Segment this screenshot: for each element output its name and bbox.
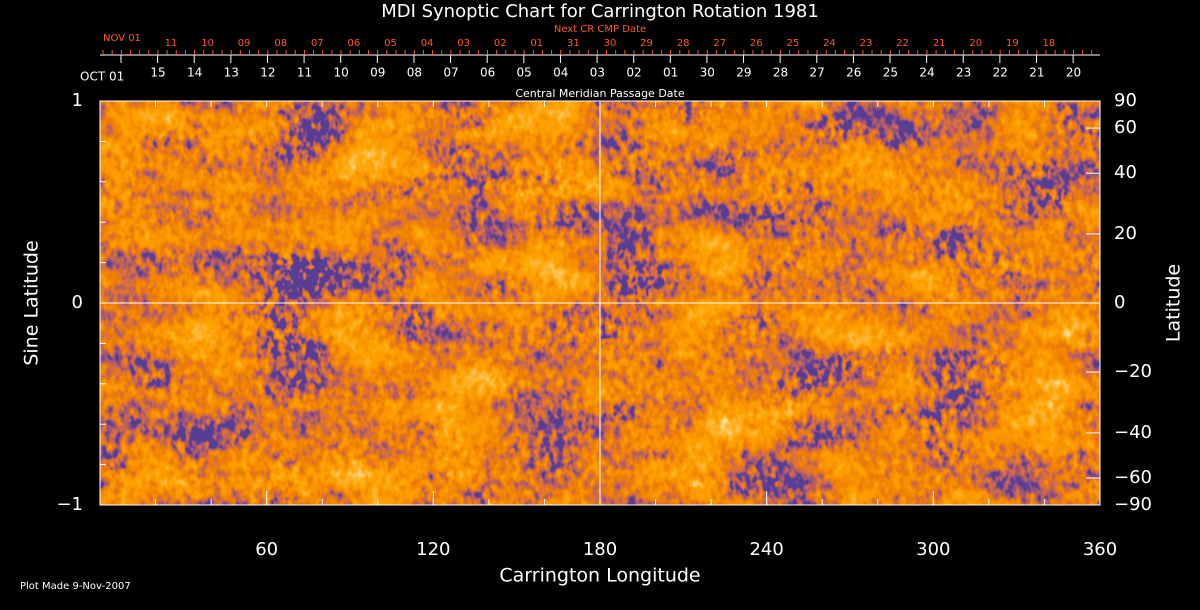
cmp-date: 20 xyxy=(1066,66,1081,80)
next-date: 22 xyxy=(896,38,909,49)
next-date: 19 xyxy=(1006,38,1019,49)
footer: Plot Made 9-Nov-2007 xyxy=(20,581,131,592)
next-date: 05 xyxy=(384,38,397,49)
cmp-date: 29 xyxy=(736,66,751,80)
next-date: 23 xyxy=(860,38,873,49)
next-date: 25 xyxy=(786,38,799,49)
cmp-date: 21 xyxy=(1029,66,1044,80)
cmp-date: 15 xyxy=(150,66,165,80)
cmp-date: 04 xyxy=(553,66,568,80)
x-tick-label: 180 xyxy=(583,539,617,560)
cmp-date: 12 xyxy=(260,66,275,80)
next-date: 28 xyxy=(677,38,690,49)
next-date: 27 xyxy=(713,38,726,49)
cmp-date: 05 xyxy=(517,66,532,80)
cmp-date: 03 xyxy=(590,66,605,80)
cmp-label: Central Meridian Passage Date xyxy=(515,87,684,100)
y-axis-label: Sine Latitude xyxy=(21,240,43,365)
next-date: 10 xyxy=(201,38,214,49)
next-date: 08 xyxy=(274,38,287,49)
x-tick-label: 120 xyxy=(416,539,450,560)
y2-tick-label: −20 xyxy=(1114,361,1152,382)
next-date: 26 xyxy=(750,38,763,49)
cmp-date: 28 xyxy=(773,66,788,80)
next-date: 11 xyxy=(165,38,178,49)
y2-tick-label: −40 xyxy=(1114,422,1152,443)
cmp-start-label: OCT 01 xyxy=(80,70,124,84)
y2-tick-label: 60 xyxy=(1114,117,1137,138)
cmp-date: 10 xyxy=(333,66,348,80)
cmp-date: 13 xyxy=(224,66,239,80)
next-date: 30 xyxy=(604,38,617,49)
cmp-date: 26 xyxy=(846,66,861,80)
y-tick-label: 0 xyxy=(72,292,83,313)
cmp-date: 22 xyxy=(993,66,1008,80)
next-date: 31 xyxy=(567,38,580,49)
x-tick-label: 300 xyxy=(916,539,950,560)
x-tick-label: 240 xyxy=(749,539,783,560)
y2-tick-label: 0 xyxy=(1114,292,1125,313)
cmp-date: 08 xyxy=(407,66,422,80)
next-date: 29 xyxy=(640,38,653,49)
cmp-date: 09 xyxy=(370,66,385,80)
next-cr-label: Next CR CMP Date xyxy=(554,24,646,35)
cmp-date: 24 xyxy=(919,66,934,80)
y2-tick-label: 90 xyxy=(1114,90,1137,111)
next-date: 06 xyxy=(348,38,361,49)
cmp-date: 11 xyxy=(297,66,312,80)
cmp-date: 25 xyxy=(883,66,898,80)
x-axis-label: Carrington Longitude xyxy=(499,565,700,587)
cmp-date: 23 xyxy=(956,66,971,80)
y2-axis-label: Latitude xyxy=(1163,264,1185,342)
cmp-date: 14 xyxy=(187,66,202,80)
next-date: 09 xyxy=(238,38,251,49)
y2-tick-label: 20 xyxy=(1114,223,1137,244)
cmp-date: 01 xyxy=(663,66,678,80)
next-date: 21 xyxy=(933,38,946,49)
cmp-date: 07 xyxy=(443,66,458,80)
y-tick-label: 1 xyxy=(72,90,83,111)
next-date: 01 xyxy=(530,38,543,49)
x-tick-label: 360 xyxy=(1083,539,1117,560)
next-date: 24 xyxy=(823,38,836,49)
next-date: 20 xyxy=(969,38,982,49)
next-date: 04 xyxy=(421,38,434,49)
next-date: 18 xyxy=(1043,38,1056,49)
x-tick-label: 60 xyxy=(255,539,278,560)
y2-tick-label: 40 xyxy=(1114,162,1137,183)
y2-tick-label: −90 xyxy=(1114,494,1152,515)
next-date: 07 xyxy=(311,38,324,49)
next-start-label: NOV 01 xyxy=(103,33,141,44)
cmp-date: 06 xyxy=(480,66,495,80)
y2-tick-label: −60 xyxy=(1114,467,1152,488)
cmp-date: 27 xyxy=(810,66,825,80)
cmp-date: 30 xyxy=(700,66,715,80)
cmp-date: 02 xyxy=(626,66,641,80)
chart-title: MDI Synoptic Chart for Carrington Rotati… xyxy=(381,1,819,22)
y-tick-label: −1 xyxy=(56,494,83,515)
next-date: 02 xyxy=(494,38,507,49)
next-date: 03 xyxy=(457,38,470,49)
